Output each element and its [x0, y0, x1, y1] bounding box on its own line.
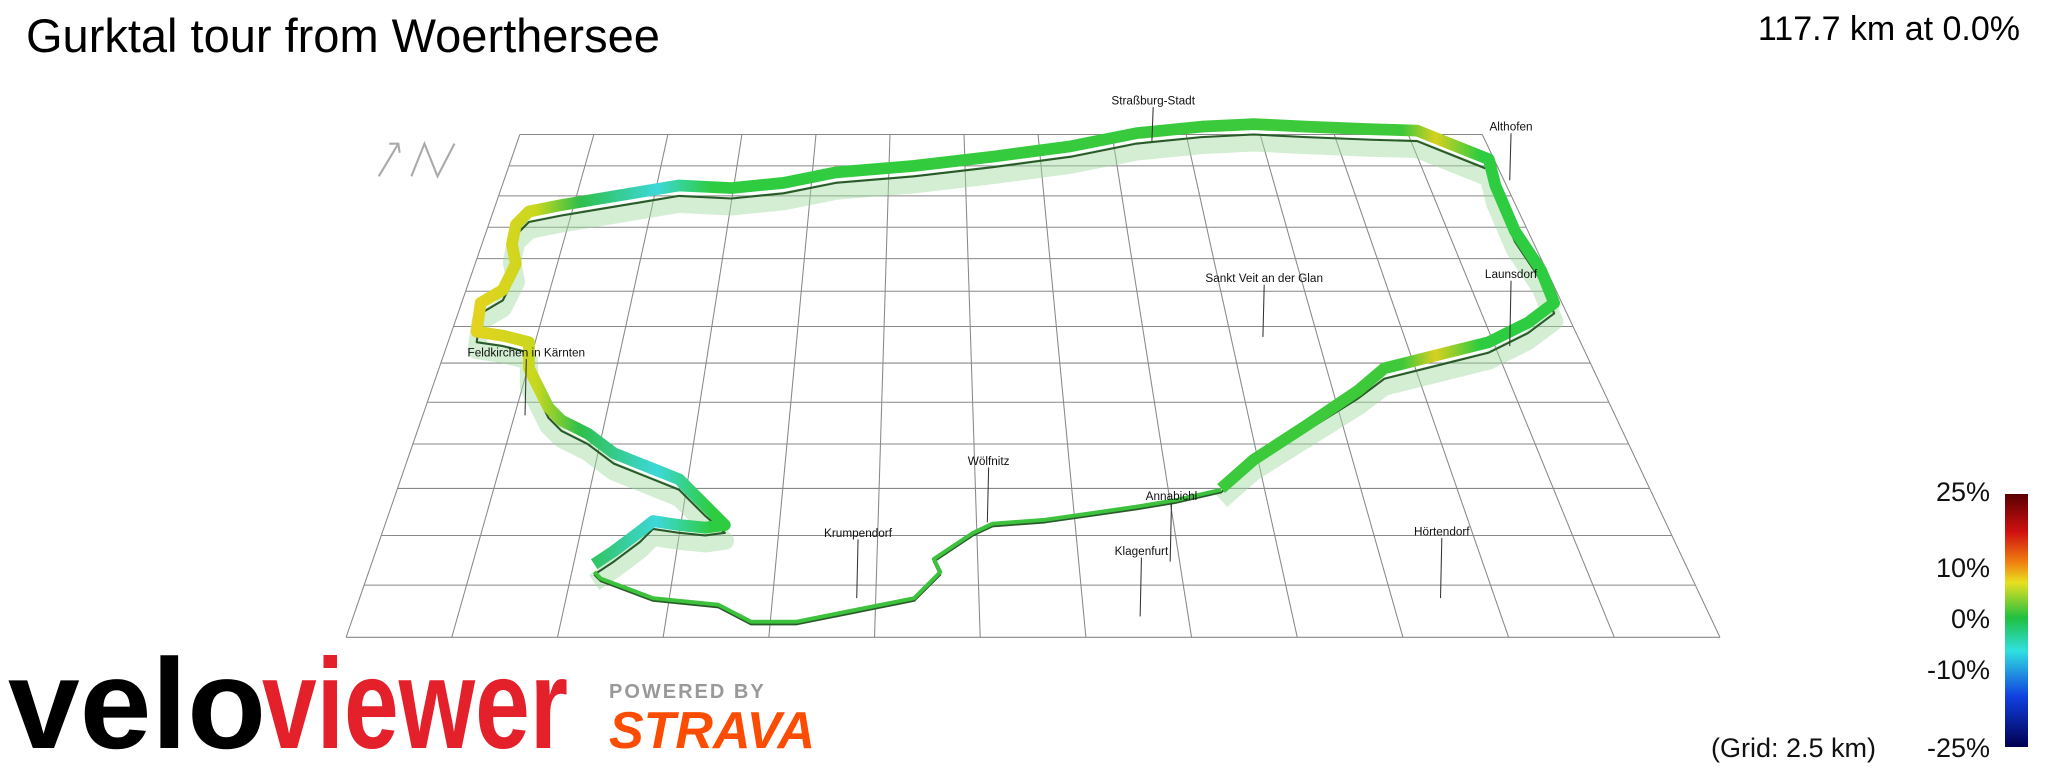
- title: Gurktal tour from Woerthersee: [26, 9, 660, 62]
- grid-col: [1037, 134, 1087, 638]
- grid-col: [662, 134, 743, 638]
- grid-col: [1111, 134, 1193, 638]
- place-label: Sankt Veit an der Glan: [1205, 272, 1323, 285]
- grid: [345, 133, 1721, 638]
- legend-label: -25%: [1927, 733, 1990, 763]
- grid-col: [1481, 134, 1721, 638]
- place-label: Krumpendorf: [824, 527, 893, 540]
- summary: 117.7 km at 0.0%: [1758, 10, 2020, 48]
- place-label: Hörtendorf: [1414, 525, 1470, 538]
- legend-label: 25%: [1936, 477, 1990, 507]
- place-label: Wölfnitz: [968, 455, 1010, 468]
- place-label: Launsdorf: [1485, 268, 1538, 281]
- scene: Straßburg-Stadt Althofen Sankt Veit an der…: [345, 94, 1721, 638]
- grid-col: [1185, 134, 1298, 638]
- route-shadow: [467, 133, 1564, 591]
- legend-label: 0%: [1951, 604, 1990, 634]
- leader-line: [1439, 538, 1443, 599]
- legend-labels: 25% 10% 0% -10% -25%: [1927, 477, 1990, 763]
- leader-line: [1509, 280, 1512, 347]
- place-label: Althofen: [1489, 121, 1532, 134]
- leader-line: [1151, 107, 1154, 142]
- place-label: Annabichl: [1146, 490, 1198, 503]
- grid-col: [768, 134, 817, 638]
- place-label: Feldkirchen in Kärnten: [468, 347, 586, 360]
- leader-line: [1262, 284, 1265, 337]
- legend-label: -10%: [1927, 655, 1990, 685]
- grid-col: [873, 134, 891, 638]
- grid-col: [556, 134, 669, 638]
- grid-col: [1259, 134, 1404, 638]
- logo-viewer: viewer: [262, 633, 568, 768]
- route-ribbon: [470, 118, 1561, 570]
- place-label: Klagenfurt: [1115, 545, 1169, 558]
- grid-col: [345, 134, 521, 638]
- legend-label: 10%: [1936, 553, 1990, 583]
- place-label: Straßburg-Stadt: [1111, 94, 1195, 107]
- leader-line: [986, 467, 990, 523]
- powered-by: POWERED BY: [609, 681, 766, 703]
- place-labels: Straßburg-Stadt Althofen Sankt Veit an der…: [468, 94, 1538, 617]
- grid-col: [963, 134, 981, 638]
- leader-line: [1139, 557, 1142, 617]
- route-ribbon-low: [592, 487, 1222, 624]
- grid-note: (Grid: 2.5 km): [1711, 733, 1876, 763]
- route: [475, 133, 1556, 626]
- leader-line: [1509, 133, 1512, 181]
- leader-line: [524, 359, 527, 416]
- grid-col: [451, 134, 595, 638]
- grid-col: [1333, 134, 1510, 638]
- compass: [377, 140, 456, 179]
- leader-line: [1169, 502, 1173, 562]
- grid-col: [1407, 134, 1615, 638]
- leader-line: [856, 539, 859, 599]
- gradient-scale: [2005, 494, 2028, 747]
- strava-logo: STRAVA: [609, 702, 815, 760]
- logo-velo: velo: [8, 633, 266, 768]
